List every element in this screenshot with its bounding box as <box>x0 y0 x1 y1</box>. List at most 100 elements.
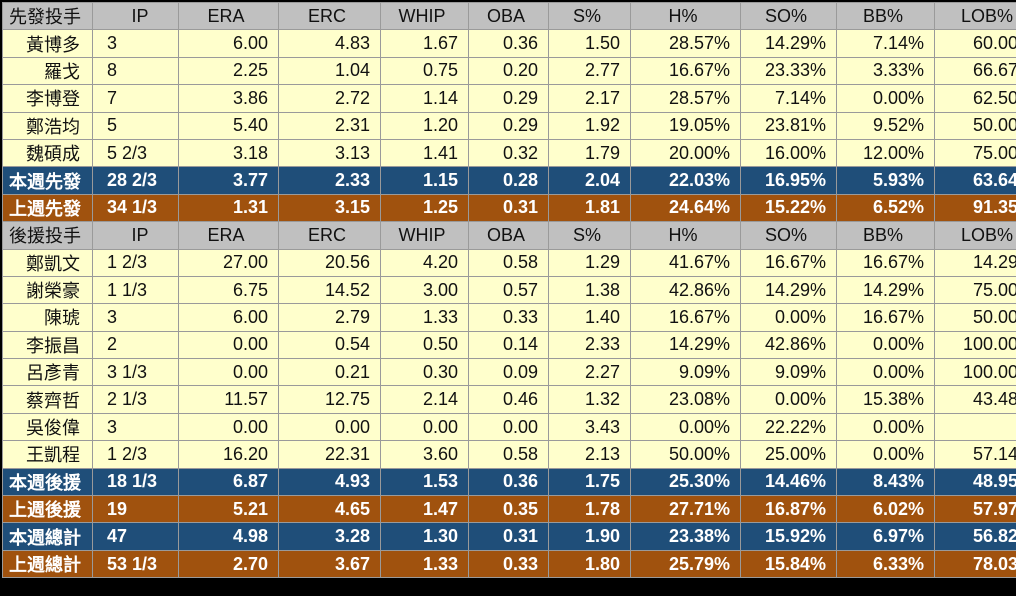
stat-cell: 14.29% <box>836 275 935 305</box>
stat-cell: 0.46 <box>468 385 549 414</box>
stat-cell: 4.98 <box>178 522 279 551</box>
table-row: 鄭浩均 5 5.40 2.31 1.20 0.29 1.92 19.05% 23.81% 9.52… <box>2 111 1016 140</box>
pitcher-name-cell: 本週先發 <box>2 166 93 195</box>
table-row: 吳俊偉 3 0.00 0.00 0.00 0.00 3.43 0.00% 22.22% 0.00%… <box>2 412 1016 442</box>
stat-cell: 0.58 <box>468 248 549 277</box>
stat-cell: 0.00% <box>836 412 935 442</box>
stat-cell: 1.20 <box>380 111 469 140</box>
stat-cell: 1.50 <box>548 29 631 58</box>
stat-cell: 2.77 <box>548 56 631 86</box>
stat-cell: 5.40 <box>178 111 279 140</box>
stat-cell: 34 1/3 <box>92 193 179 223</box>
column-header: ERC <box>278 221 381 250</box>
stat-cell: 4.93 <box>278 467 381 497</box>
stat-cell: 16.87% <box>740 495 837 524</box>
column-header: ERC <box>278 1 381 31</box>
stat-cell: 5 <box>92 111 179 140</box>
stat-cell: 6.02% <box>836 495 935 524</box>
stat-cell: 0.00% <box>740 303 837 332</box>
stat-cell: 91.35% <box>934 193 1016 223</box>
stat-cell: 16.20 <box>178 440 279 469</box>
stat-cell: 41.67% <box>630 248 741 277</box>
stat-cell: 6.33% <box>836 549 935 579</box>
stat-cell: 1.32 <box>548 385 631 414</box>
stat-cell: 1.14 <box>380 84 469 113</box>
stat-cell: 1 2/3 <box>92 248 179 277</box>
column-header: BB% <box>836 1 935 31</box>
stat-cell: 0.33 <box>468 549 549 579</box>
stat-cell: 0.09 <box>468 358 549 387</box>
stat-cell: 6.52% <box>836 193 935 223</box>
stat-cell: 0.00 <box>178 412 279 442</box>
stat-cell: 5.21 <box>178 495 279 524</box>
stat-cell: 3.18 <box>178 138 279 168</box>
stat-cell: 56.82% <box>934 522 1016 551</box>
pitcher-name-cell: 王凱程 <box>2 440 93 469</box>
stat-cell: 14.29% <box>740 29 837 58</box>
stat-cell: 9.09% <box>740 358 837 387</box>
last-week-total-row: 上週總計 53 1/3 2.70 3.67 1.33 0.33 1.80 25.79% 15.8… <box>2 549 1016 579</box>
pitcher-name-cell: 黃博多 <box>2 29 93 58</box>
stat-cell: 6.87 <box>178 467 279 497</box>
stat-cell: 16.67% <box>836 303 935 332</box>
stat-cell: 0.58 <box>468 440 549 469</box>
stat-cell: 14.29% <box>740 275 837 305</box>
stat-cell: 27.00 <box>178 248 279 277</box>
section-header-cell: 後援投手 <box>2 221 93 250</box>
stat-cell: 0.00 <box>278 412 381 442</box>
stat-cell: 0.36 <box>468 29 549 58</box>
stat-cell: 53 1/3 <box>92 549 179 579</box>
stat-cell: 23.38% <box>630 522 741 551</box>
stat-cell: 0.35 <box>468 495 549 524</box>
pitcher-name-cell: 吳俊偉 <box>2 412 93 442</box>
stat-cell: 62.50% <box>934 84 1016 113</box>
stat-cell: 25.79% <box>630 549 741 579</box>
stat-cell: 50.00% <box>934 111 1016 140</box>
stat-cell: 11.57 <box>178 385 279 414</box>
stat-cell: 2.14 <box>380 385 469 414</box>
stat-cell: 15.22% <box>740 193 837 223</box>
stat-cell: 14.52 <box>278 275 381 305</box>
stat-cell: 25.30% <box>630 467 741 497</box>
stat-cell: 8 <box>92 56 179 86</box>
stat-cell: 16.00% <box>740 138 837 168</box>
column-header: LOB% <box>934 1 1016 31</box>
stat-cell: 3.60 <box>380 440 469 469</box>
stat-cell: 0.30 <box>380 358 469 387</box>
stat-cell: 0.00 <box>178 358 279 387</box>
stat-cell: 6.75 <box>178 275 279 305</box>
table-row: 李振昌 2 0.00 0.54 0.50 0.14 2.33 14.29% 42.86% 0.00… <box>2 330 1016 360</box>
stat-cell: 2 <box>92 330 179 360</box>
column-header: SO% <box>740 221 837 250</box>
stat-cell: 2.27 <box>548 358 631 387</box>
pitcher-name-cell: 呂彥青 <box>2 358 93 387</box>
stat-cell: 3 1/3 <box>92 358 179 387</box>
stat-cell: 12.00% <box>836 138 935 168</box>
stat-cell: 2.79 <box>278 303 381 332</box>
stat-cell: 42.86% <box>740 330 837 360</box>
stat-cell: 2.72 <box>278 84 381 113</box>
stat-cell: 16.67% <box>836 248 935 277</box>
pitcher-name-cell: 李振昌 <box>2 330 93 360</box>
stat-cell: 0.00% <box>836 330 935 360</box>
stat-cell: 63.64% <box>934 166 1016 195</box>
stat-cell: 1.78 <box>548 495 631 524</box>
stat-cell: 1.90 <box>548 522 631 551</box>
stat-cell: 0.00 <box>468 412 549 442</box>
stat-cell: 0.00 <box>178 330 279 360</box>
stat-cell: 16.67% <box>630 303 741 332</box>
this-week-relievers-row: 本週後援 18 1/3 6.87 4.93 1.53 0.36 1.75 25.30% 14.4… <box>2 467 1016 497</box>
column-header: SO% <box>740 1 837 31</box>
stat-cell: 4.83 <box>278 29 381 58</box>
stat-cell: 2.13 <box>548 440 631 469</box>
stat-cell: 3.15 <box>278 193 381 223</box>
stat-cell: 7 <box>92 84 179 113</box>
stat-cell: 66.67% <box>934 56 1016 86</box>
stat-cell: 1.92 <box>548 111 631 140</box>
stat-cell: 0.21 <box>278 358 381 387</box>
table-row: 王凱程 1 2/3 16.20 22.31 3.60 0.58 2.13 50.00% 25.0… <box>2 440 1016 469</box>
stat-cell: - <box>934 412 1016 442</box>
stat-cell: 0.00 <box>380 412 469 442</box>
stat-cell: 1.53 <box>380 467 469 497</box>
stat-cell: 3 <box>92 412 179 442</box>
